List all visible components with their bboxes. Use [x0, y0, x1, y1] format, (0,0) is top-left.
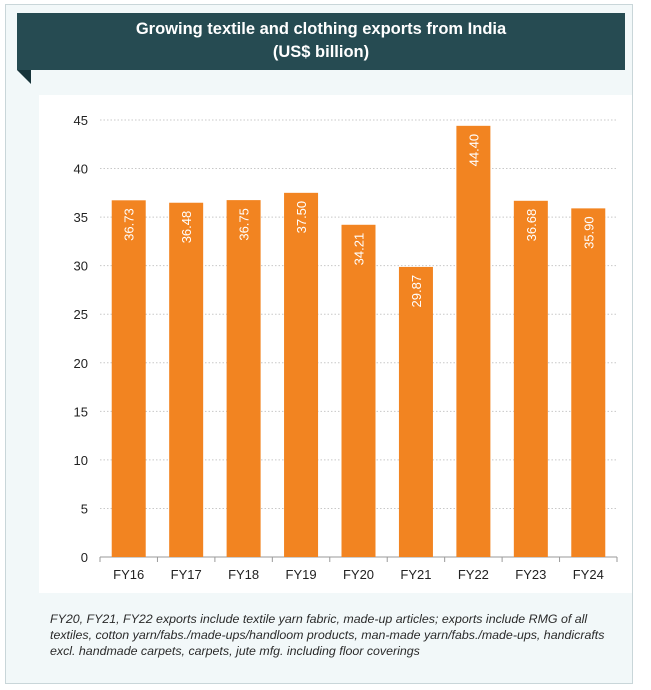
bar: [398, 266, 433, 557]
x-tick-label: FY23: [515, 567, 546, 582]
data-label: 44.40: [466, 134, 481, 167]
bar: [513, 200, 548, 557]
bar: [571, 208, 606, 558]
x-tick-label: FY20: [343, 567, 374, 582]
x-tick-label: FY22: [458, 567, 489, 582]
chart-header: Growing textile and clothing exports fro…: [17, 13, 625, 70]
data-label: 36.73: [122, 208, 137, 241]
x-tick-label: FY17: [171, 567, 202, 582]
y-tick-label: 40: [74, 162, 88, 177]
chart-title: Growing textile and clothing exports fro…: [135, 20, 507, 38]
footnote: FY20, FY21, FY22 exports include textile…: [50, 612, 605, 658]
y-tick-label: 15: [74, 404, 88, 419]
header-fold-decoration: [17, 70, 31, 84]
x-tick-label: FY19: [286, 567, 317, 582]
data-label: 35.90: [581, 216, 596, 249]
y-tick-label: 35: [74, 210, 88, 225]
y-tick-label: 25: [74, 307, 88, 322]
y-tick-label: 10: [74, 453, 88, 468]
data-label: 36.75: [237, 208, 252, 241]
bar: [341, 224, 376, 557]
data-label: 36.68: [524, 209, 539, 242]
y-tick-label: 5: [81, 501, 88, 516]
bar: [456, 125, 491, 558]
y-tick-label: 0: [81, 550, 88, 565]
x-tick-label: FY16: [113, 567, 144, 582]
bar-chart: 0 5 10 15 20 25 30 35 40 45 FY16 36.73 FY17 36.48 FY18…: [74, 113, 618, 582]
bar: [111, 200, 146, 557]
y-tick-label: 30: [74, 259, 88, 274]
x-tick-label: FY18: [228, 567, 259, 582]
x-tick-label: FY21: [400, 567, 431, 582]
data-label: 29.87: [409, 275, 424, 308]
data-label: 36.48: [179, 211, 194, 244]
bar: [169, 202, 204, 557]
bar: [284, 192, 319, 557]
y-tick-label: 20: [74, 356, 88, 371]
chart-panel: 0 5 10 15 20 25 30 35 40 45 FY16 36.73 FY17 36.48 FY18…: [39, 95, 632, 593]
x-tick-label: FY24: [573, 567, 604, 582]
y-tick-label: 45: [74, 113, 88, 128]
data-label: 37.50: [294, 201, 309, 234]
data-label: 34.21: [352, 233, 367, 266]
bar: [226, 200, 261, 557]
chart-subtitle: (US$ billion): [272, 43, 370, 61]
